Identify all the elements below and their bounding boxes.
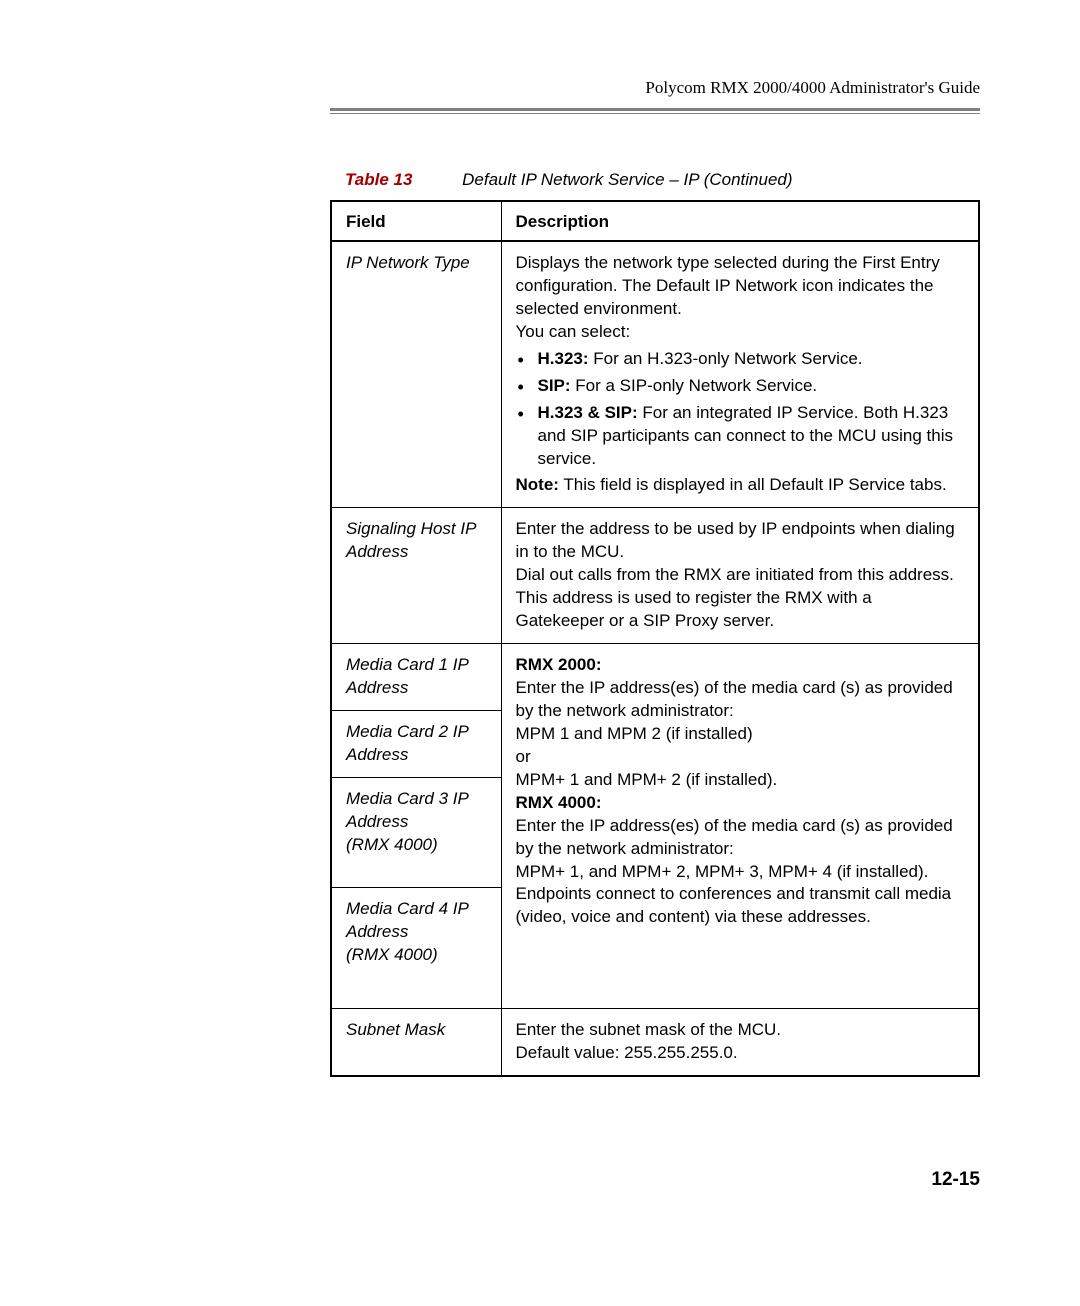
field-media-cards: Media Card 1 IP Address Media Card 2 IP … <box>331 644 501 1009</box>
desc-text: Enter the address to be used by IP endpo… <box>516 518 965 564</box>
desc-text: Media Card 3 IP Address <box>346 789 468 831</box>
note-label: Note: <box>516 475 559 494</box>
header-rule-thin <box>330 113 980 114</box>
table-row: IP Network Type Displays the network typ… <box>331 241 979 508</box>
table-caption: Table 13 Default IP Network Service – IP… <box>330 170 980 190</box>
header-rule-thick <box>330 108 980 111</box>
desc-text: MPM+ 1, and MPM+ 2, MPM+ 3, MPM+ 4 (if i… <box>516 861 965 884</box>
desc-subnet-mask: Enter the subnet mask of the MCU. Defaul… <box>501 1009 979 1076</box>
field-media-card-3: Media Card 3 IP Address (RMX 4000) <box>332 777 501 887</box>
field-signaling-host: Signaling Host IP Address <box>331 508 501 644</box>
bullet-item: SIP: For a SIP-only Network Service. <box>516 375 965 398</box>
bullet-item: H.323: For an H.323-only Network Service… <box>516 348 965 371</box>
desc-text: Displays the network type selected durin… <box>516 252 965 321</box>
bullet-text: For a SIP-only Network Service. <box>571 376 818 395</box>
bullet-item: H.323 & SIP: For an integrated IP Servic… <box>516 402 965 471</box>
desc-text: MPM+ 1 and MPM+ 2 (if installed). <box>516 769 965 792</box>
desc-text: Dial out calls from the RMX are initiate… <box>516 564 965 587</box>
desc-text: Enter the IP address(es) of the media ca… <box>516 677 965 723</box>
desc-text: Enter the subnet mask of the MCU. <box>516 1019 965 1042</box>
table-label: Table 13 <box>345 170 412 189</box>
col-header-field: Field <box>331 201 501 241</box>
desc-text: or <box>516 746 965 769</box>
bullet-label: H.323: <box>538 349 589 368</box>
table-row: Subnet Mask Enter the subnet mask of the… <box>331 1009 979 1076</box>
bullet-text: For an H.323-only Network Service. <box>589 349 863 368</box>
note-text: This field is displayed in all Default I… <box>559 475 947 494</box>
field-media-card-2: Media Card 2 IP Address <box>332 710 501 777</box>
desc-note: Note: This field is displayed in all Def… <box>516 474 965 497</box>
desc-media-cards: RMX 2000: Enter the IP address(es) of th… <box>501 644 979 1009</box>
desc-text: Enter the IP address(es) of the media ca… <box>516 815 965 861</box>
col-header-description: Description <box>501 201 979 241</box>
field-media-card-4: Media Card 4 IP Address (RMX 4000) <box>332 887 501 1009</box>
bullet-list: H.323: For an H.323-only Network Service… <box>516 348 965 471</box>
table-row: Media Card 1 IP Address Media Card 2 IP … <box>331 644 979 1009</box>
desc-text: (RMX 4000) <box>346 835 438 854</box>
bullet-label: SIP: <box>538 376 571 395</box>
desc-text: This address is used to register the RMX… <box>516 587 965 633</box>
desc-rmx2000-label: RMX 2000: <box>516 654 965 677</box>
desc-text: Endpoints connect to conferences and tra… <box>516 883 965 929</box>
field-ip-network-type: IP Network Type <box>331 241 501 508</box>
desc-text: MPM 1 and MPM 2 (if installed) <box>516 723 965 746</box>
header-guide-title: Polycom RMX 2000/4000 Administrator's Gu… <box>330 78 980 98</box>
field-media-card-1: Media Card 1 IP Address <box>332 644 501 710</box>
bullet-label: H.323 & SIP: <box>538 403 638 422</box>
table-header-row: Field Description <box>331 201 979 241</box>
desc-text: Media Card 4 IP Address <box>346 899 468 941</box>
page-number: 12-15 <box>931 1169 980 1191</box>
desc-ip-network-type: Displays the network type selected durin… <box>501 241 979 508</box>
desc-signaling-host: Enter the address to be used by IP endpo… <box>501 508 979 644</box>
field-subnet-mask: Subnet Mask <box>331 1009 501 1076</box>
desc-text: Default value: 255.255.255.0. <box>516 1042 965 1065</box>
desc-rmx4000-label: RMX 4000: <box>516 792 965 815</box>
desc-text: (RMX 4000) <box>346 945 438 964</box>
table-title: Default IP Network Service – IP (Continu… <box>462 170 792 189</box>
definition-table: Field Description IP Network Type Displa… <box>330 200 980 1077</box>
desc-text: You can select: <box>516 321 965 344</box>
table-row: Signaling Host IP Address Enter the addr… <box>331 508 979 644</box>
